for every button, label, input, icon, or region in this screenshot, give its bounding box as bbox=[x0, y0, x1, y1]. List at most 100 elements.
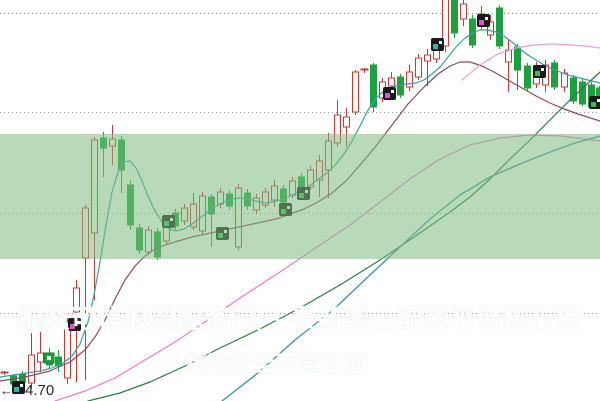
signal-marker-speck bbox=[485, 17, 488, 20]
candle bbox=[28, 333, 35, 389]
candle bbox=[406, 65, 413, 91]
signal-marker-dot bbox=[535, 71, 540, 76]
signal-marker-speck bbox=[287, 206, 290, 209]
left-arrow-icon: ← bbox=[0, 383, 13, 398]
signal-markers bbox=[12, 14, 600, 394]
candle bbox=[82, 205, 89, 380]
candle bbox=[487, 15, 494, 40]
signal-marker-dot bbox=[164, 221, 169, 226]
signal-marker-icon bbox=[68, 318, 81, 331]
candle-body bbox=[406, 71, 413, 88]
candle-body bbox=[524, 65, 531, 89]
candle-body bbox=[551, 62, 558, 88]
candle bbox=[415, 54, 422, 80]
candle-body bbox=[28, 354, 35, 384]
candle bbox=[181, 204, 188, 225]
signal-marker-icon bbox=[216, 227, 229, 240]
candle-body bbox=[73, 287, 80, 313]
candle-body bbox=[352, 71, 359, 113]
candle bbox=[561, 69, 568, 92]
candle bbox=[451, 0, 458, 38]
candle-body bbox=[451, 0, 458, 34]
candle-body bbox=[145, 229, 152, 253]
candle-body bbox=[91, 139, 98, 234]
signal-marker-dot bbox=[479, 20, 484, 25]
candle bbox=[343, 108, 350, 147]
candle bbox=[325, 133, 332, 198]
candle-body bbox=[487, 21, 494, 36]
candle-body bbox=[154, 231, 161, 258]
signal-marker-dot bbox=[433, 44, 438, 49]
candle bbox=[154, 228, 161, 260]
signal-marker-icon bbox=[12, 381, 25, 394]
candle bbox=[570, 75, 577, 104]
candle bbox=[64, 318, 71, 384]
signal-marker-speck bbox=[20, 384, 23, 387]
ma-light-magenta bbox=[461, 43, 600, 81]
ma-lines bbox=[0, 29, 600, 401]
candle-body bbox=[415, 57, 422, 78]
candle-body bbox=[82, 207, 89, 259]
candle bbox=[505, 40, 512, 92]
ma-pink bbox=[54, 134, 600, 401]
candle bbox=[100, 132, 107, 177]
candle-body bbox=[334, 114, 341, 144]
signal-marker-dot bbox=[299, 193, 304, 198]
candle bbox=[579, 79, 586, 106]
green-signal-icon bbox=[43, 352, 55, 364]
candle bbox=[118, 136, 125, 193]
candle-body bbox=[460, 3, 467, 20]
candle-body bbox=[388, 77, 395, 87]
candle-body bbox=[136, 227, 143, 251]
candle bbox=[442, 0, 449, 52]
signal-marker-dot bbox=[218, 233, 223, 238]
candle-body bbox=[514, 46, 521, 71]
ma-mid-maroon bbox=[0, 61, 600, 382]
signal-marker-icon bbox=[431, 38, 444, 51]
candle bbox=[524, 63, 531, 91]
candle bbox=[262, 188, 269, 208]
candle bbox=[136, 224, 143, 254]
signal-marker-icon bbox=[297, 187, 310, 200]
candle-body bbox=[199, 195, 206, 232]
candle-body bbox=[235, 187, 242, 248]
candle bbox=[91, 137, 98, 300]
signal-marker-dot bbox=[281, 209, 286, 214]
ma-fast-teal bbox=[0, 29, 600, 378]
candle bbox=[551, 60, 558, 90]
signal-marker-icon bbox=[477, 14, 490, 27]
candle bbox=[37, 332, 44, 372]
candle-body bbox=[343, 116, 350, 128]
signal-marker-dot bbox=[591, 102, 596, 107]
candle bbox=[271, 180, 278, 207]
signal-marker-icon bbox=[533, 65, 546, 78]
signal-marker-icon bbox=[589, 96, 600, 109]
signal-marker-speck bbox=[170, 218, 173, 221]
signal-marker-speck bbox=[597, 99, 600, 102]
candle-body bbox=[271, 185, 278, 201]
candle bbox=[199, 192, 206, 234]
candle bbox=[424, 49, 431, 86]
signal-marker-speck bbox=[305, 190, 308, 193]
candle-body bbox=[253, 197, 260, 211]
candle bbox=[460, 0, 467, 26]
signal-marker-speck bbox=[391, 90, 394, 93]
candle bbox=[360, 68, 369, 73]
ma-long-blue bbox=[221, 135, 600, 401]
candle bbox=[514, 44, 521, 90]
signal-marker-dot bbox=[70, 324, 75, 329]
candle bbox=[127, 180, 134, 230]
candle bbox=[208, 194, 215, 247]
candle bbox=[145, 226, 152, 255]
candle-body bbox=[109, 138, 116, 147]
signal-marker-dot bbox=[385, 93, 390, 98]
signal-marker-icon bbox=[279, 203, 292, 216]
candle-body bbox=[496, 7, 503, 47]
candle bbox=[235, 184, 242, 250]
candle-body bbox=[325, 140, 332, 171]
candle-body bbox=[570, 77, 577, 102]
candle-body bbox=[579, 81, 586, 105]
candle-body bbox=[100, 137, 107, 149]
